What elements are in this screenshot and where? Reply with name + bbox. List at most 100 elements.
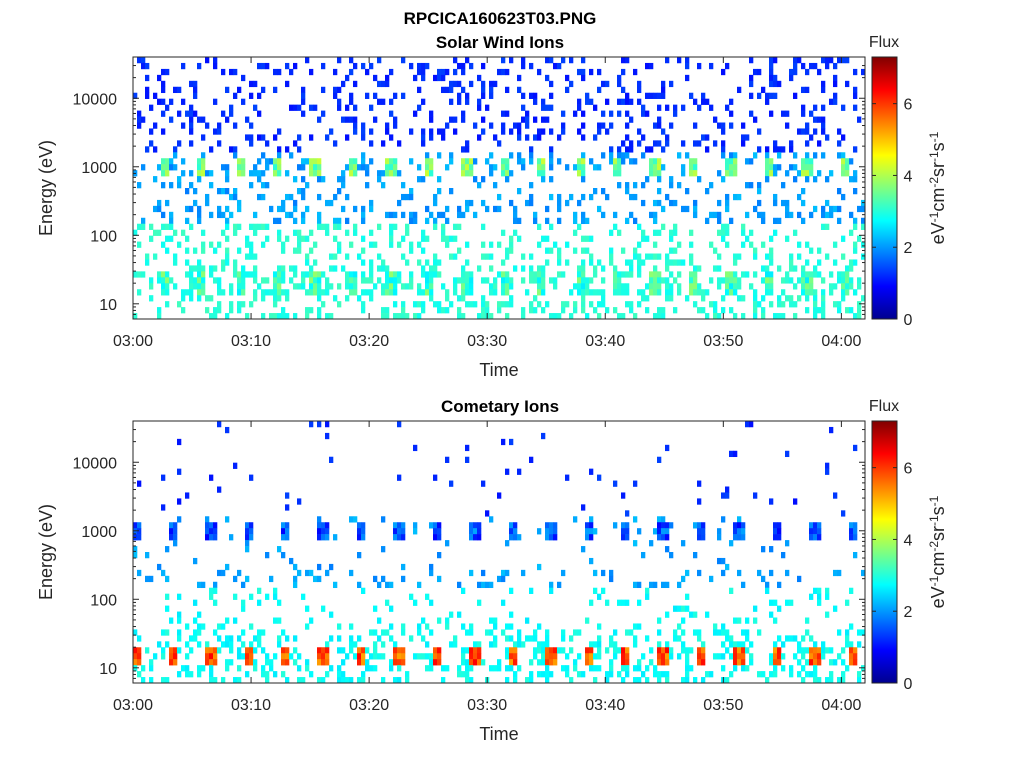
spectrogram-cell <box>809 211 814 219</box>
spectrogram-cell <box>461 283 466 290</box>
spectrogram-cell <box>213 247 218 254</box>
spectrogram-cell <box>341 659 346 666</box>
spectrogram-cell <box>349 283 354 290</box>
spectrogram-cell <box>825 611 830 618</box>
spectrogram-cell <box>513 528 518 535</box>
spectrogram-cell <box>309 271 314 278</box>
spectrogram-cell <box>829 283 834 290</box>
spectrogram-cell <box>421 62 426 70</box>
spectrogram-cell <box>461 116 466 123</box>
spectrogram-cell <box>381 140 386 147</box>
spectrogram-cell <box>441 134 446 141</box>
spectrogram-cell <box>445 235 450 242</box>
spectrogram-cell <box>409 217 414 225</box>
spectrogram-cell <box>521 164 526 171</box>
spectrogram-cell <box>717 122 722 129</box>
spectrogram-cell <box>577 199 582 207</box>
spectrogram-cell <box>789 671 794 678</box>
spectrogram-cell <box>849 229 854 236</box>
spectrogram-cell <box>237 307 242 314</box>
spectrogram-cell <box>349 170 354 177</box>
spectrogram-cell <box>577 653 582 660</box>
spectrogram-cell <box>353 516 358 523</box>
spectrogram-cell <box>661 146 666 153</box>
spectrogram-cell <box>657 313 662 320</box>
spectrogram-cell <box>745 635 750 642</box>
spectrogram-cell <box>225 635 230 642</box>
spectrogram-cell <box>621 247 626 254</box>
spectrogram-cell <box>321 647 326 654</box>
spectrogram-cell <box>825 647 830 654</box>
spectrogram-cell <box>265 289 270 296</box>
spectrogram-cell <box>417 241 422 248</box>
spectrogram-cell <box>285 534 290 541</box>
spectrogram-cell <box>209 271 214 278</box>
spectrogram-cell <box>213 62 218 70</box>
spectrogram-cell <box>177 617 182 624</box>
spectrogram-cell <box>337 677 342 684</box>
spectrogram-cell <box>261 134 266 141</box>
spectrogram-cell <box>785 569 790 577</box>
spectrogram-cell <box>609 247 614 254</box>
spectrogram-cell <box>597 289 602 296</box>
spectrogram-cell <box>553 313 558 320</box>
spectrogram-cell <box>137 289 142 296</box>
spectrogram-cell <box>245 313 250 320</box>
spectrogram-cell <box>501 158 506 165</box>
spectrogram-cell <box>301 164 306 171</box>
spectrogram-cell <box>849 158 854 165</box>
spectrogram-cell <box>621 665 626 672</box>
spectrogram-cell <box>625 671 630 678</box>
spectrogram-cell <box>653 277 658 284</box>
spectrogram-cell <box>133 528 138 535</box>
spectrogram-cell <box>533 98 538 105</box>
spectrogram-cell <box>789 211 794 219</box>
spectrogram-cell <box>585 277 590 284</box>
spectrogram-cell <box>661 223 666 230</box>
spectrogram-cell <box>393 289 398 296</box>
spectrogram-cell <box>841 104 846 111</box>
spectrogram-cell <box>457 92 462 99</box>
spectrogram-cell <box>621 659 626 666</box>
spectrogram-cell <box>305 57 310 64</box>
spectrogram-cell <box>637 623 642 630</box>
spectrogram-cell <box>845 641 850 648</box>
spectrogram-cell <box>741 528 746 535</box>
spectrogram-cell <box>261 193 266 201</box>
spectrogram-cell <box>801 128 806 135</box>
spectrogram-cell <box>729 122 734 129</box>
spectrogram-cell <box>317 289 322 296</box>
spectrogram-cell <box>273 271 278 278</box>
spectrogram-cell <box>733 283 738 290</box>
spectrogram-cell <box>317 211 322 219</box>
spectrogram-cell <box>701 134 706 141</box>
spectrogram-cell <box>813 671 818 678</box>
spectrogram-cell <box>433 199 438 207</box>
spectrogram-cell <box>385 629 390 636</box>
spectrogram-cell <box>489 170 494 177</box>
spectrogram-cell <box>625 510 630 517</box>
spectrogram-cell <box>249 641 254 648</box>
spectrogram-cell <box>257 92 262 99</box>
spectrogram-cell <box>577 104 582 111</box>
spectrogram-cell <box>317 271 322 278</box>
spectrogram-cell <box>389 223 394 230</box>
spectrogram-cell <box>529 671 534 678</box>
spectrogram-cell <box>813 176 818 183</box>
spectrogram-cell <box>217 277 222 284</box>
spectrogram-cell <box>361 62 366 70</box>
spectrogram-cell <box>241 164 246 171</box>
spectrogram-cell <box>213 265 218 272</box>
spectrogram-cell <box>197 277 202 284</box>
spectrogram-cell <box>829 57 834 64</box>
spectrogram-cell <box>305 605 310 612</box>
spectrogram-cell <box>533 653 538 660</box>
spectrogram-cell <box>665 289 670 296</box>
spectrogram-cell <box>597 593 602 600</box>
spectrogram-cell <box>849 259 854 266</box>
spectrogram-cell <box>385 164 390 171</box>
spectrogram-cell <box>857 235 862 242</box>
spectrogram-cell <box>609 122 614 129</box>
spectrogram-cell <box>541 170 546 177</box>
spectrogram-cell <box>321 86 326 94</box>
